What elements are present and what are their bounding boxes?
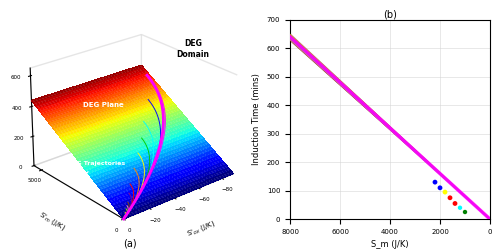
Point xyxy=(451,201,459,205)
Point xyxy=(436,186,444,190)
Title: (a): (a) xyxy=(123,239,137,249)
Y-axis label: Induction Time (mins): Induction Time (mins) xyxy=(252,74,261,165)
Text: DEG Plane: DEG Plane xyxy=(82,102,124,108)
Point xyxy=(456,206,464,210)
Point xyxy=(461,210,469,214)
Y-axis label: S'$_m$ (J/K): S'$_m$ (J/K) xyxy=(37,210,68,234)
Text: DEG Trajectories: DEG Trajectories xyxy=(68,161,126,166)
Point xyxy=(446,196,454,200)
Text: DEG
Domain: DEG Domain xyxy=(176,39,209,59)
Point xyxy=(441,190,449,194)
Title: (b): (b) xyxy=(383,9,397,19)
X-axis label: S_m (J/K): S_m (J/K) xyxy=(371,240,409,249)
X-axis label: S'$_{ox}$ (J/K): S'$_{ox}$ (J/K) xyxy=(186,218,218,239)
Point xyxy=(431,180,439,184)
